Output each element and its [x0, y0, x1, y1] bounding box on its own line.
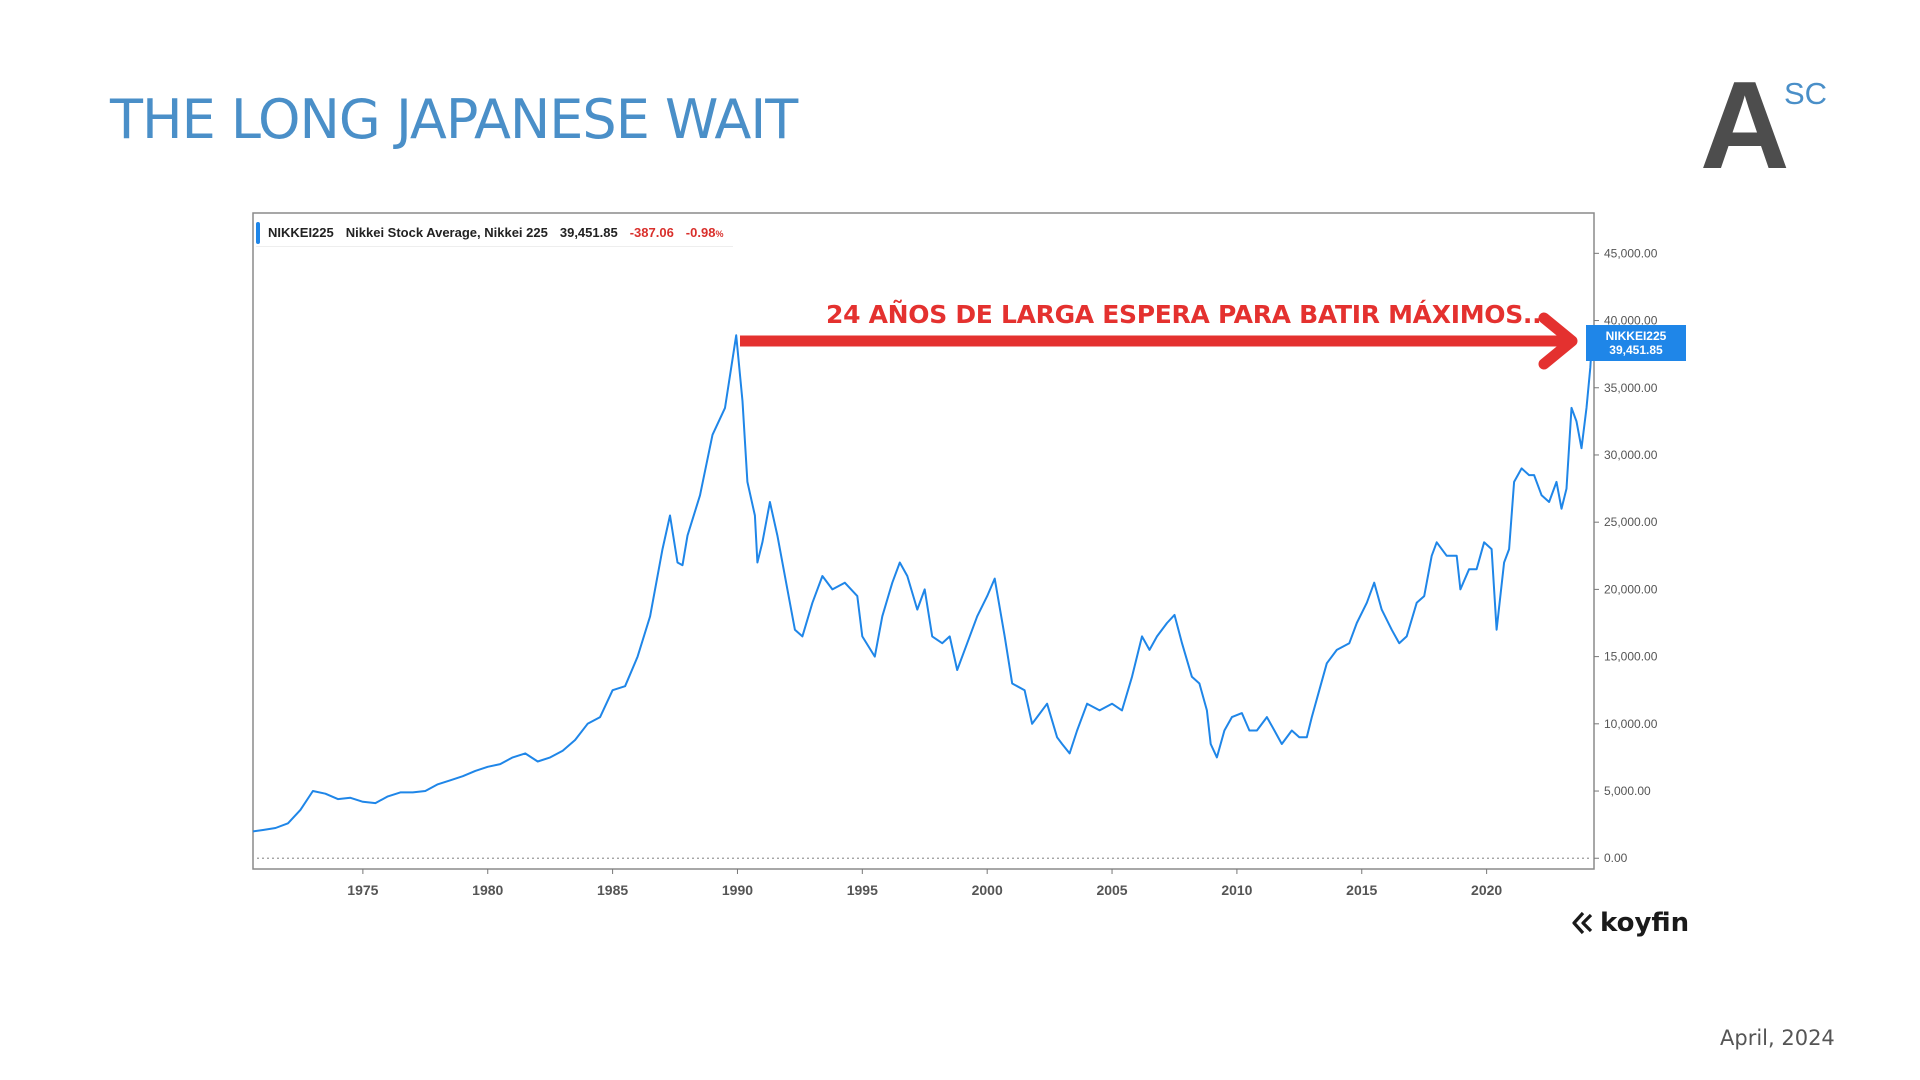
price-tag-ticker: NIKKEI225 [1605, 329, 1667, 343]
x-tick-label: 2005 [1096, 882, 1127, 898]
x-tick-label: 1980 [472, 882, 503, 898]
page-title: THE LONG JAPANESE WAIT [110, 88, 798, 151]
x-tick-label: 2000 [972, 882, 1003, 898]
series-line-nikkei225 [252, 327, 1594, 833]
chart-frame [252, 212, 1595, 870]
source-logo: koyfin [1570, 908, 1689, 938]
y-tick-label: 15,000.00 [1604, 650, 1658, 664]
arrow-head [1538, 312, 1578, 370]
koyfin-chevron-icon [1572, 911, 1593, 935]
legend-change-pct: -0.98% [686, 225, 724, 240]
y-tick-label: 20,000.00 [1604, 582, 1658, 596]
y-tick-label: 5,000.00 [1604, 784, 1651, 798]
last-price-tag: NIKKEI225 39,451.85 [1586, 325, 1686, 361]
source-name: koyfin [1600, 908, 1690, 938]
y-tick-label: 45,000.00 [1604, 246, 1658, 260]
series-layer [252, 327, 1594, 833]
brand-logo: A SC [1700, 64, 1827, 188]
price-tag-value: 39,451.85 [1609, 343, 1663, 357]
x-tick-label: 1990 [722, 882, 753, 898]
legend-change-pct-value: -0.98 [685, 224, 716, 240]
legend-ticker: NIKKEI225 [268, 224, 334, 240]
legend-name: Nikkei Stock Average, Nikkei 225 [345, 224, 548, 240]
x-tick-label: 2015 [1346, 882, 1377, 898]
y-tick-label: 30,000.00 [1604, 448, 1658, 462]
y-tick-label: 10,000.00 [1604, 717, 1658, 731]
slide-date: April, 2024 [1720, 1026, 1835, 1050]
legend-change: -387.06 [629, 224, 674, 240]
y-tick-label: 25,000.00 [1604, 515, 1658, 529]
legend-last-value: 39,451.85 [559, 224, 618, 240]
y-tick-label: 35,000.00 [1604, 381, 1658, 395]
logo-superscript: SC [1784, 76, 1828, 111]
x-axis: 1975 1980 1985 1990 1995 2000 2005 2010 2015 2020 [347, 869, 1502, 898]
x-tick-label: 2010 [1221, 882, 1252, 898]
chart-annotation: 24 AÑOS DE LARGA ESPERA PARA BATIR MÁXIM… [826, 300, 1551, 329]
y-tick-label: 0.00 [1604, 851, 1628, 865]
x-tick-label: 1995 [847, 882, 878, 898]
legend-change-pct-suffix: % [715, 228, 724, 239]
y-tick-label: 40,000.00 [1604, 314, 1658, 328]
chart-legend: NIKKEI225 Nikkei Stock Average, Nikkei 2… [256, 218, 734, 247]
x-tick-label: 1985 [597, 882, 628, 898]
y-axis: 0.00 5,000.00 10,000.00 15,000.00 20,000.00 2… [1594, 246, 1658, 865]
x-tick-label: 2020 [1471, 882, 1502, 898]
logo-letter: A [1700, 57, 1790, 195]
legend-color-swatch [256, 222, 260, 244]
x-tick-label: 1975 [347, 882, 378, 898]
annotation-arrow [740, 312, 1578, 370]
